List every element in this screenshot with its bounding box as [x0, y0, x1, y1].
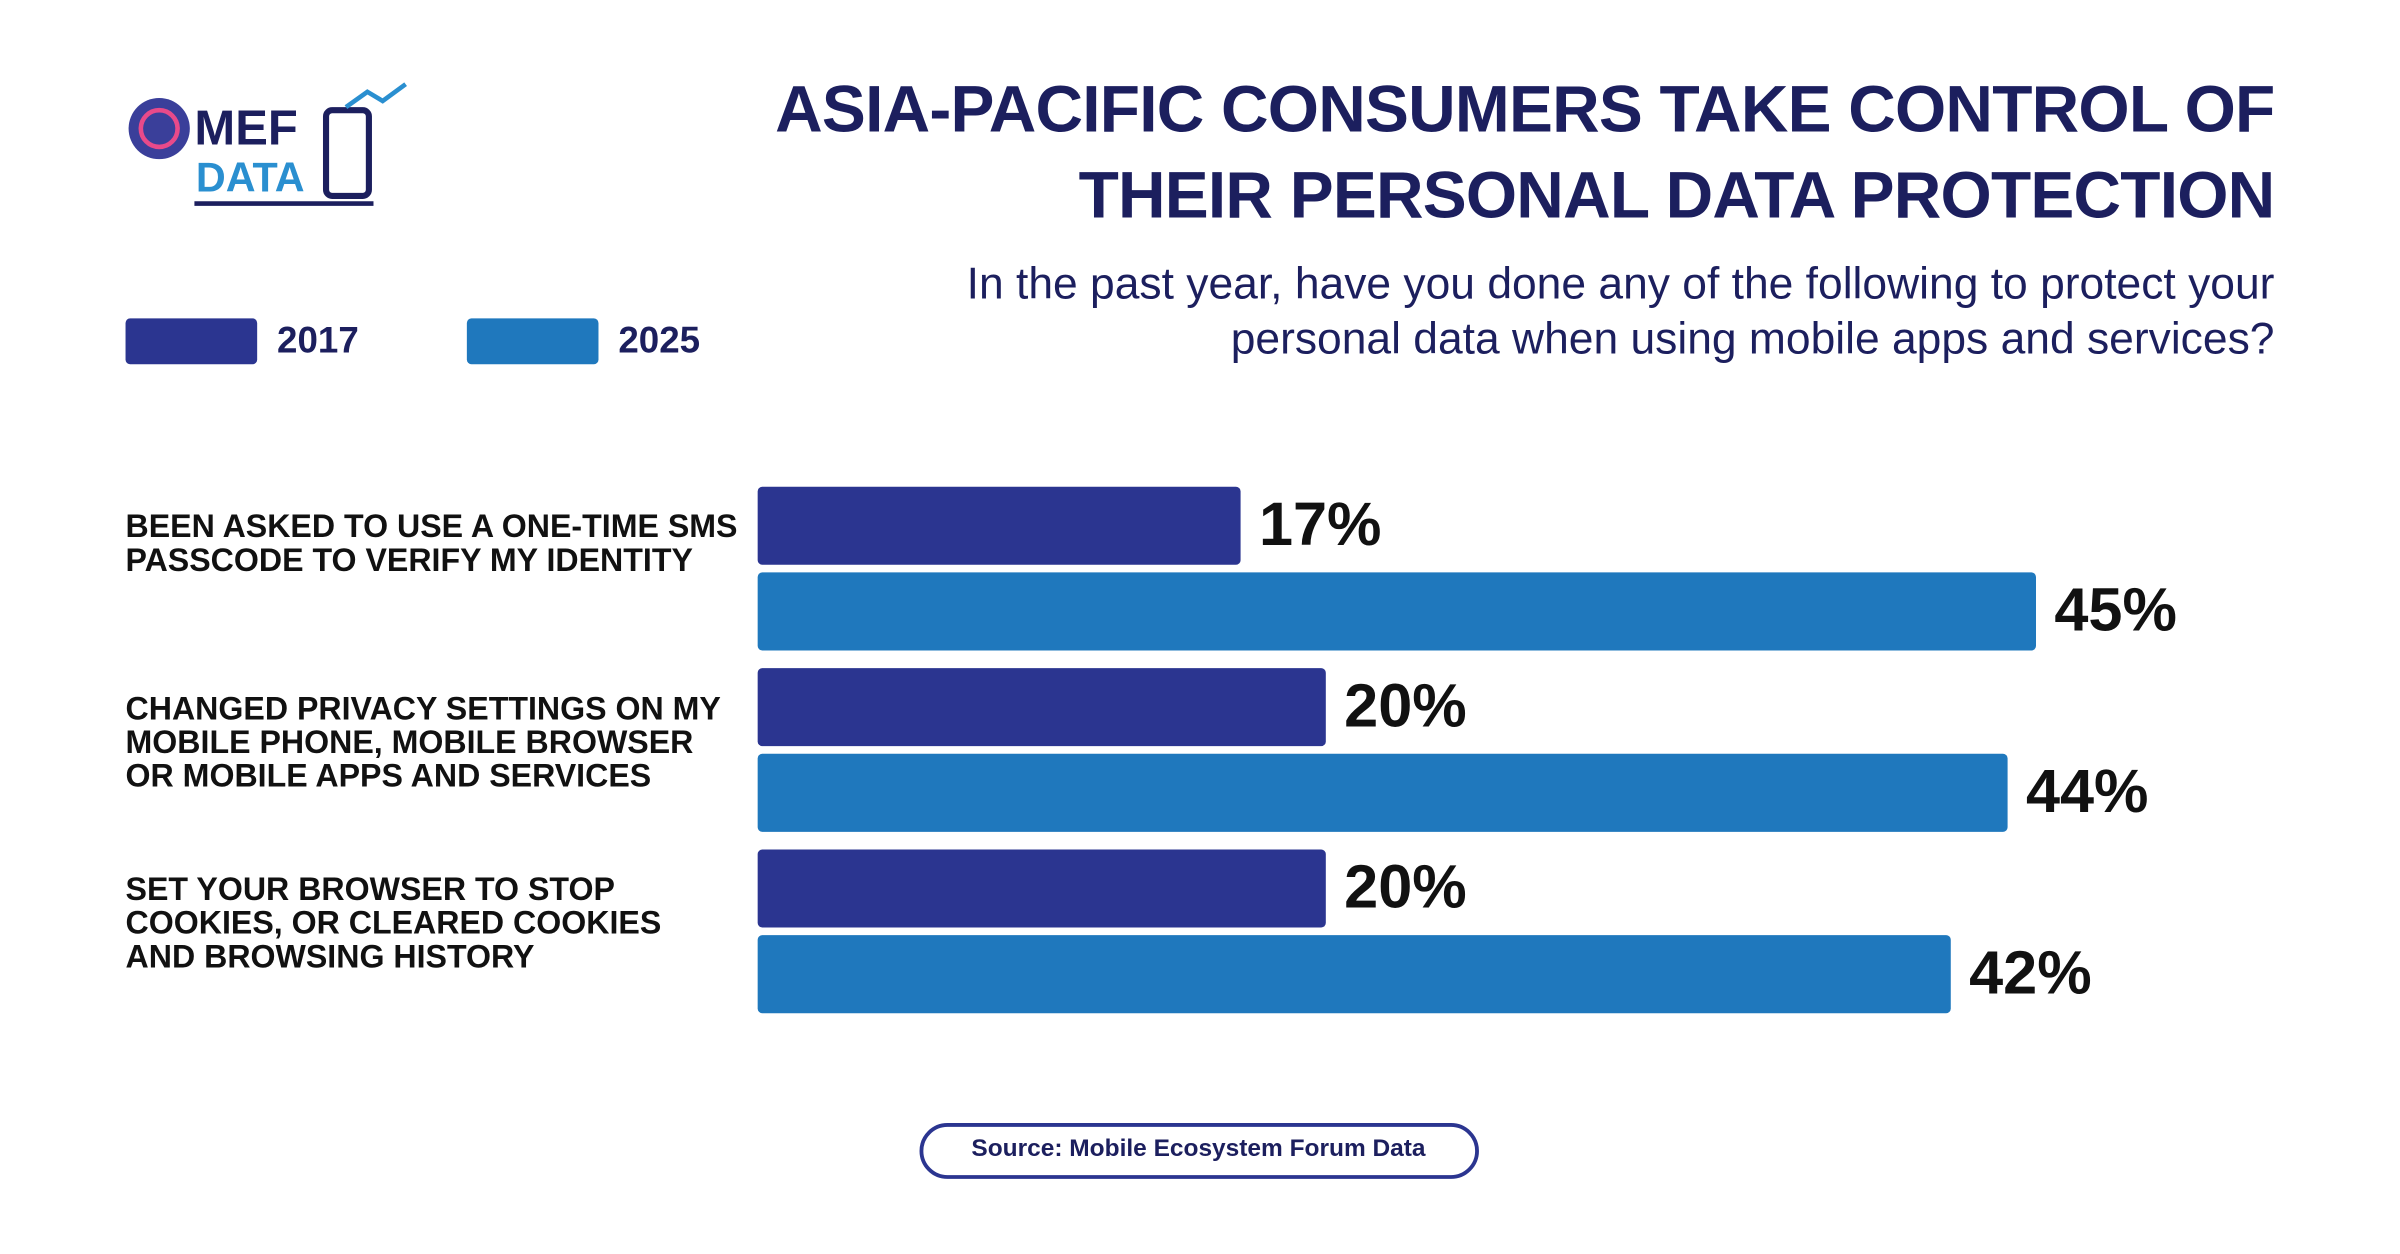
category-box: BEEN ASKED TO USE A ONE-TIME SMS PASSCOD… [125, 511, 738, 579]
bar [757, 935, 1951, 1014]
bar [757, 572, 2036, 651]
category-label: SET YOUR BROWSER TO STOP COOKIES, OR CLE… [125, 873, 662, 975]
source-box: Source: Mobile Ecosystem Forum Data [919, 1123, 1479, 1179]
logo-phone [322, 107, 372, 199]
legend-label: 2025 [618, 320, 700, 361]
logo-text: DATA [196, 155, 305, 201]
legend-swatch [125, 318, 258, 365]
bar [757, 668, 1326, 747]
bar [757, 849, 1326, 928]
value-label: 44% [2026, 757, 2149, 825]
value-label: 17% [1259, 490, 1382, 558]
source-border [919, 1123, 1479, 1179]
logo-ring [138, 107, 180, 150]
category-label: BEEN ASKED TO USE A ONE-TIME SMS PASSCOD… [125, 511, 738, 579]
logo-globe [128, 97, 190, 160]
logo: MEF DATA [128, 82, 407, 206]
category-box: SET YOUR BROWSER TO STOP COOKIES, OR CLE… [125, 873, 662, 975]
title-box: ASIA-PACIFIC CONSUMERS TAKE CONTROL OF T… [775, 73, 2275, 233]
value-label: 42% [1969, 938, 2092, 1006]
subtitle-box: In the past year, have you done any of t… [966, 260, 2275, 365]
category-label: CHANGED PRIVACY SETTINGS ON MY MOBILE PH… [125, 692, 721, 794]
bar [757, 486, 1241, 565]
value-label: 20% [1344, 853, 1467, 921]
chart-subtitle: In the past year, have you done any of t… [966, 260, 2275, 365]
logo-arrow [344, 82, 407, 110]
value-label: 45% [2054, 576, 2177, 644]
source-text: Source: Mobile Ecosystem Forum Data [971, 1135, 1426, 1162]
value-label: 20% [1344, 671, 1467, 739]
bar [757, 753, 2008, 832]
chart-title: ASIA-PACIFIC CONSUMERS TAKE CONTROL OF T… [775, 73, 2275, 233]
logo-text: MEF [194, 102, 297, 156]
category-box: CHANGED PRIVACY SETTINGS ON MY MOBILE PH… [125, 692, 721, 794]
legend-label: 2017 [277, 320, 359, 361]
legend-swatch [466, 318, 599, 365]
